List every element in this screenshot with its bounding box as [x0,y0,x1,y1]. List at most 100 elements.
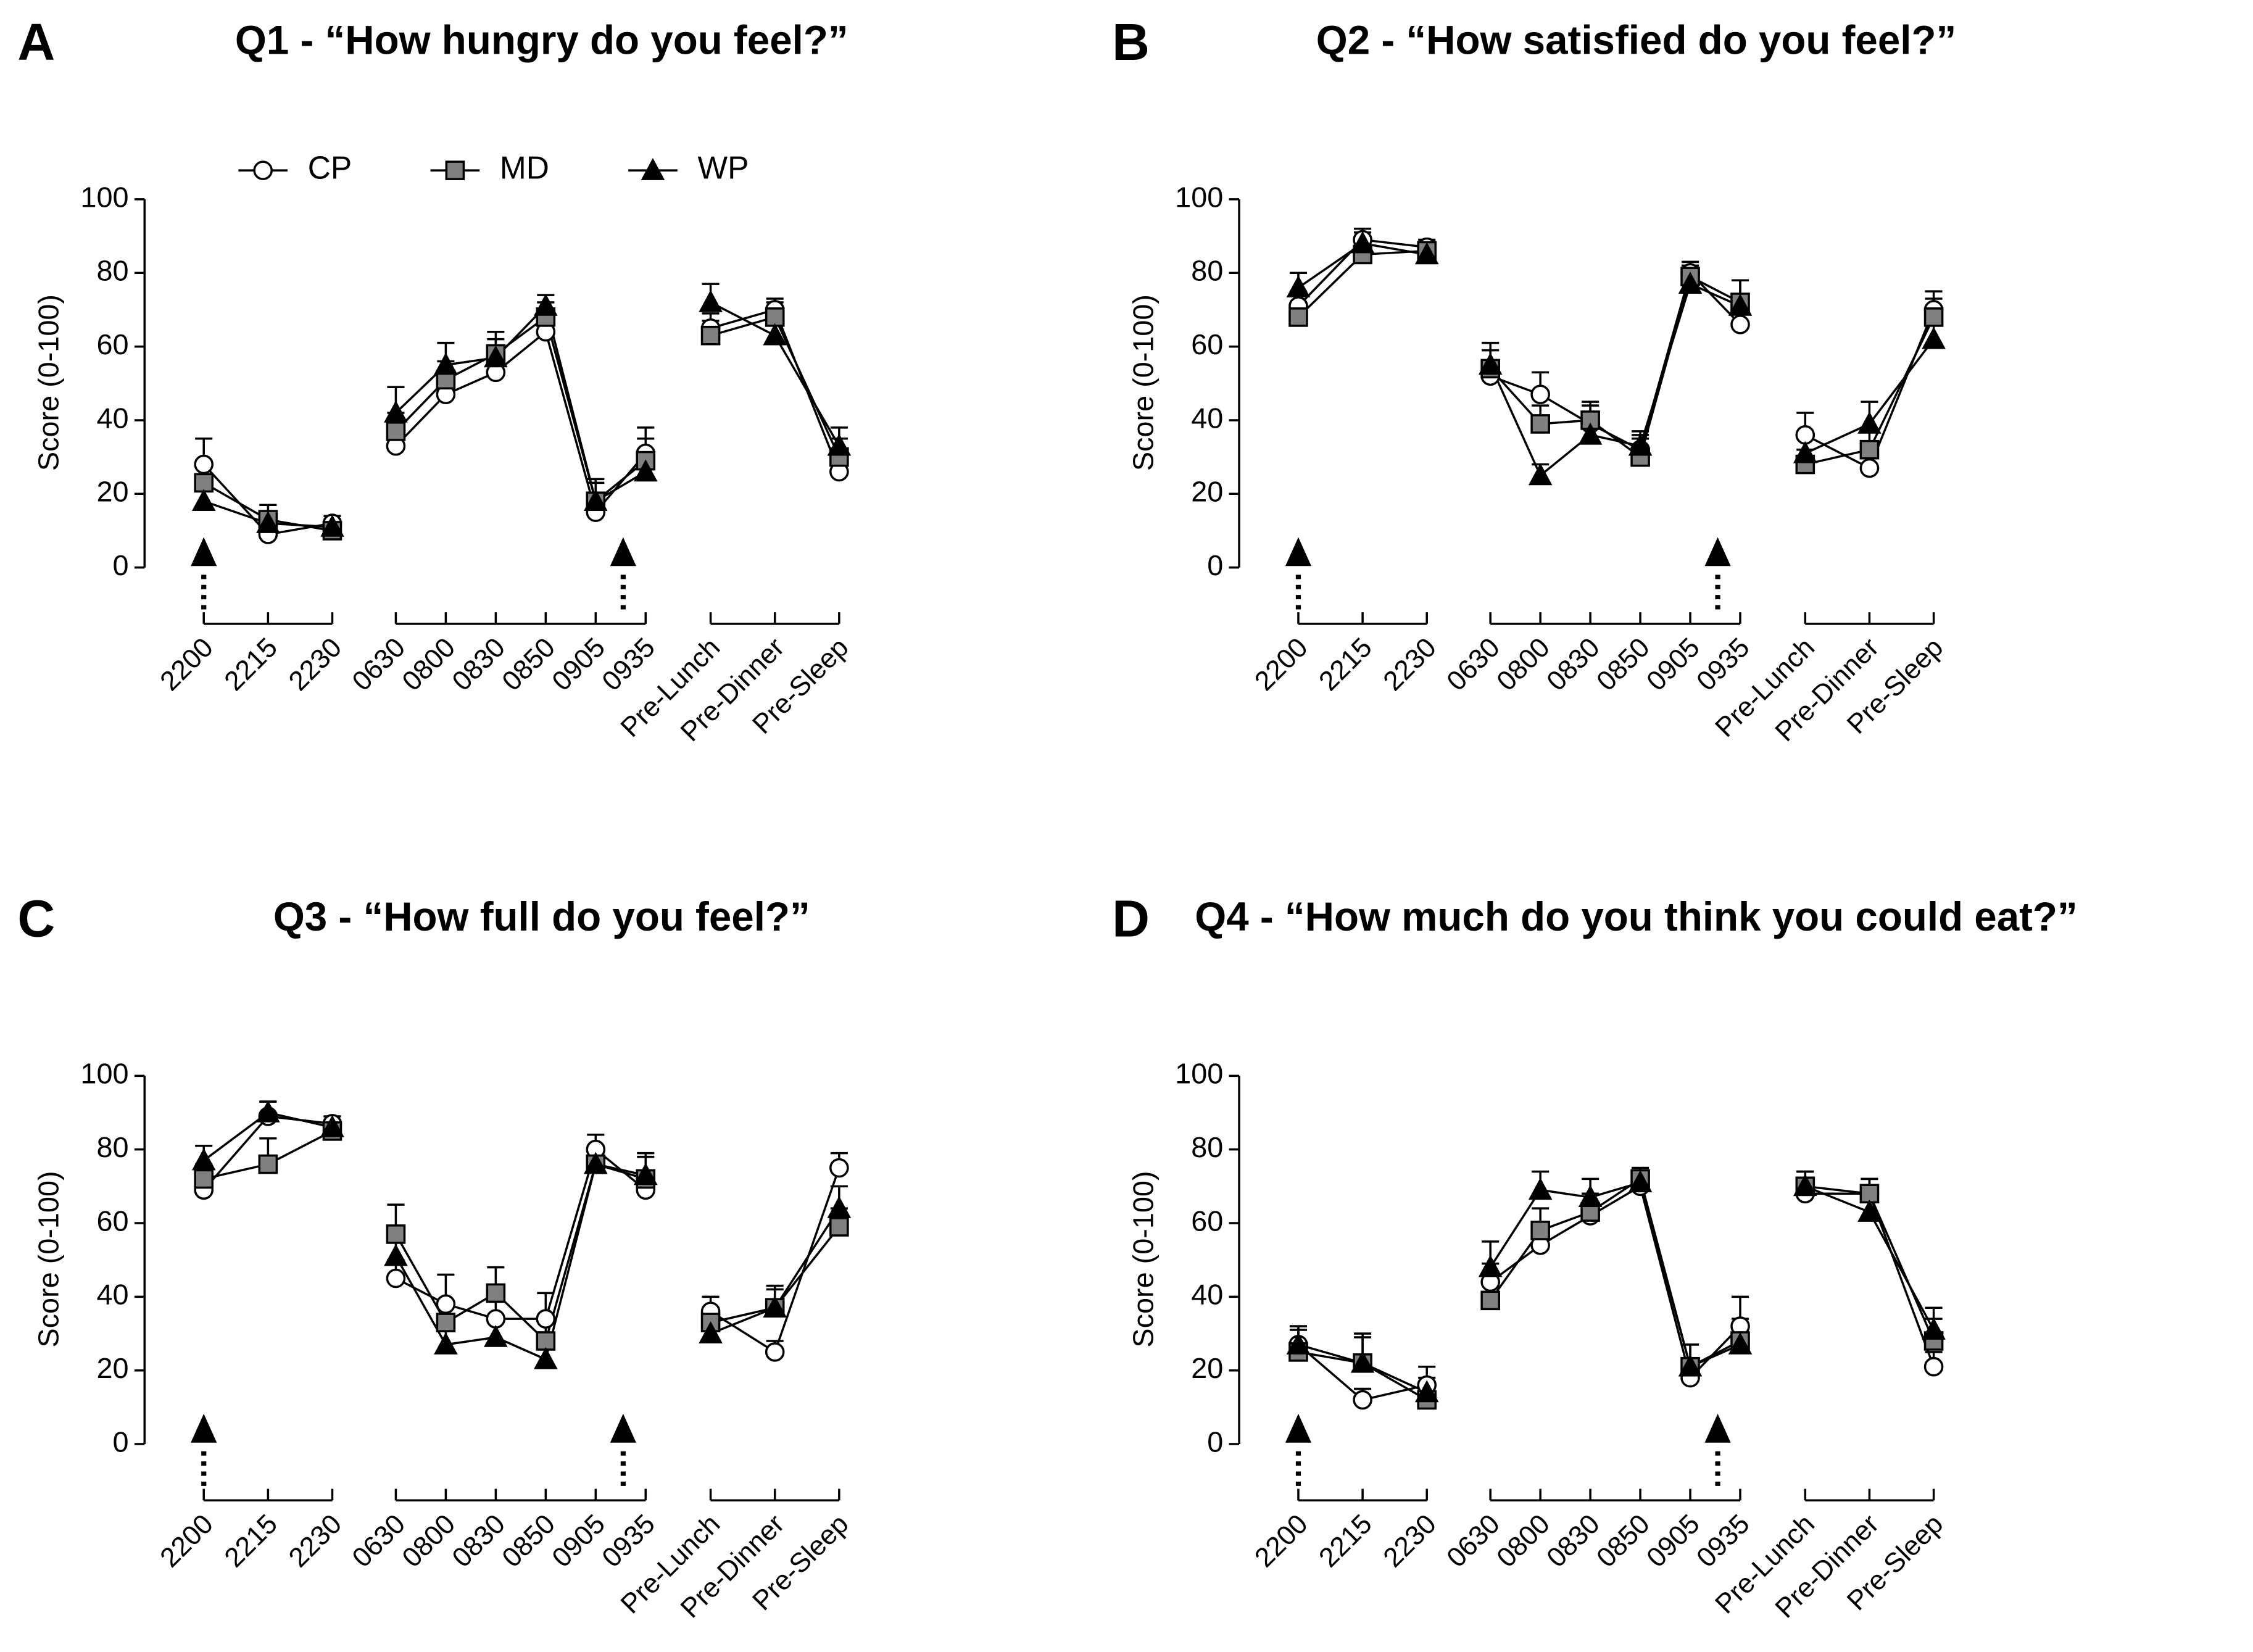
data-point [436,1313,456,1332]
y-tick-label: 80 [1191,1131,1223,1163]
data-point [1350,231,1375,254]
y-tick-label: 100 [80,1058,128,1090]
y-tick-label: 0 [113,1426,129,1458]
panel-label: B [1112,13,1150,71]
series-line [394,1163,646,1361]
data-point [384,1243,408,1266]
x-tick-label: 0630 [1441,1509,1506,1574]
series-line [1490,1184,1741,1380]
x-tick-label: 2230 [283,1509,348,1574]
x-tick-label: 0800 [1491,1509,1556,1574]
data-point [1859,458,1880,478]
data-point [434,352,458,375]
data-point [1628,1170,1653,1193]
y-tick-label: 80 [96,255,128,287]
y-axis-label: Score (0-100) [1127,1171,1159,1347]
data-point [633,459,658,482]
data-point [1728,293,1753,316]
chart-title: Q2 - “How satisfied do you feel?” [1316,18,1956,63]
y-tick-label: 60 [1191,328,1223,360]
arrow-head [1285,537,1312,567]
legend-marker [445,160,465,180]
x-tick-label: 0830 [447,1509,512,1574]
x-tick-label: 2200 [1249,632,1314,697]
data-point [1678,1354,1703,1377]
data-point [536,1309,556,1329]
x-tick-label: 0630 [347,1509,412,1574]
arrow-head [191,537,217,567]
y-tick-label: 40 [1191,1279,1223,1311]
x-tick-label: 0630 [1441,632,1506,697]
data-point [1628,433,1653,456]
arrow-head [1704,537,1731,567]
series-line [395,330,647,515]
legend-label: MD [500,150,549,186]
arrow-head [610,537,636,567]
chart-title: Q3 - “How full do you feel?” [273,894,810,939]
y-tick-label: 40 [96,402,128,434]
x-tick-label: 2230 [1377,1509,1442,1574]
data-point [258,1154,278,1174]
x-tick-label: 2230 [1377,632,1442,697]
x-tick-label: 2230 [283,632,348,697]
panel-label: D [1112,890,1150,948]
data-point [583,1152,608,1174]
arrow-head [1704,1413,1731,1443]
x-tick-label: 0905 [546,1509,611,1574]
y-tick-label: 0 [1207,549,1223,581]
panel-label: C [17,890,55,948]
data-point [1859,439,1880,460]
data-point [1793,1174,1817,1197]
data-point [534,1347,558,1369]
data-point [1922,326,1946,349]
y-tick-label: 0 [113,549,129,581]
y-tick-label: 100 [1175,181,1223,213]
y-tick-label: 20 [1191,476,1223,508]
x-tick-label: 0905 [1641,632,1706,697]
panel-label: A [17,13,55,71]
data-point [1478,1255,1503,1277]
data-point [1678,272,1703,294]
x-tick-label: 2215 [1313,632,1378,697]
data-point [1578,422,1603,445]
data-point [434,1332,458,1355]
x-tick-label: 2215 [1313,1509,1378,1574]
data-point [699,1321,723,1343]
series-line [1489,275,1741,459]
data-point [1528,463,1553,486]
x-tick-label: 0850 [1591,632,1656,697]
series-line [394,1163,646,1343]
series-line [395,1147,647,1320]
arrow-head [191,1413,217,1443]
data-point [1480,1290,1500,1311]
data-point [191,1148,216,1171]
data-point [1286,1332,1311,1355]
data-point [484,345,508,368]
data-point [1857,411,1882,434]
x-tick-label: 0800 [397,1509,462,1574]
series-line [1489,1181,1741,1369]
data-point [1478,352,1503,375]
series-line [710,1167,840,1354]
data-point [1530,1221,1550,1240]
data-point [1414,242,1439,265]
data-point [1353,1390,1372,1410]
data-point [1728,1332,1753,1355]
legend-label: WP [698,150,749,186]
data-point [1528,1177,1553,1200]
data-point [1923,1356,1944,1377]
x-tick-label: 0800 [1491,632,1556,697]
legend-marker [253,160,273,180]
data-point [1288,307,1308,327]
x-tick-label: 2215 [219,1509,284,1574]
data-point [320,1114,344,1137]
data-point [256,1100,280,1123]
x-tick-label: 2200 [1249,1509,1314,1574]
x-tick-label: 0850 [1591,1509,1656,1574]
data-point [436,1294,456,1314]
x-tick-label: 0630 [347,632,412,697]
x-tick-label: 2200 [154,632,219,697]
data-point [827,1196,852,1218]
